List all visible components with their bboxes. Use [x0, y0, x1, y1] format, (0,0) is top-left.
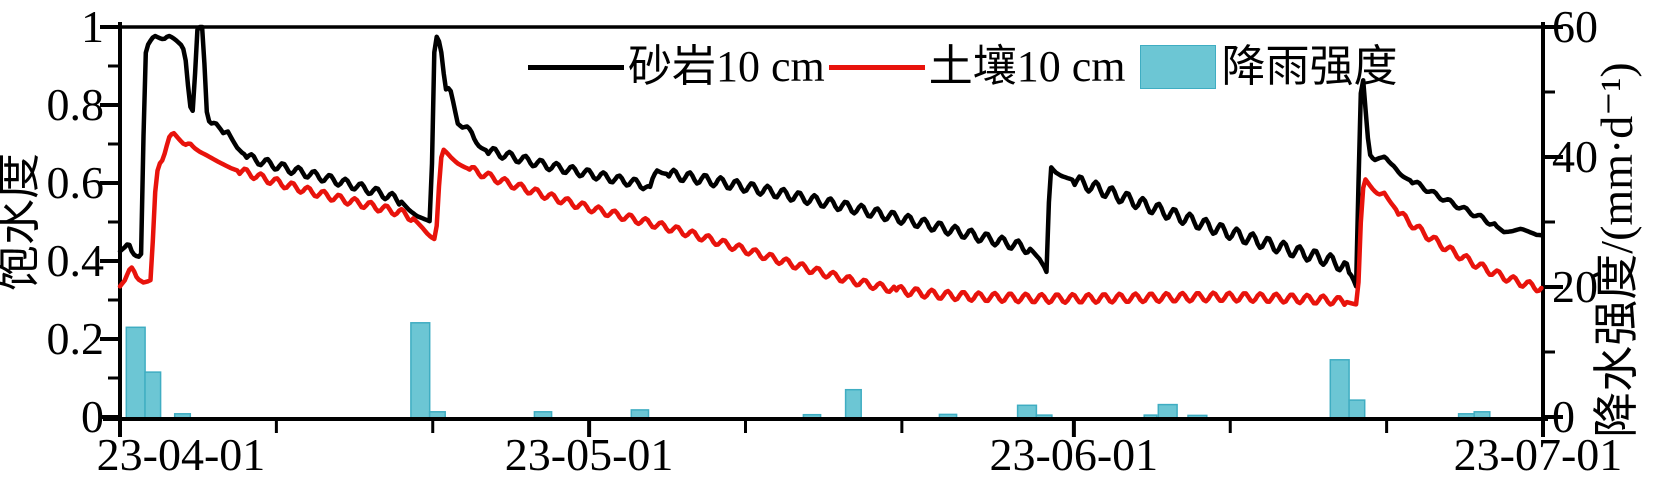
x-tick-label: 23-05-01 [505, 429, 674, 480]
legend-soil-line-swatch [828, 64, 925, 70]
right-tick-label: 60 [1552, 1, 1598, 52]
legend: 砂岩10 cm 土壤10 cm 降雨强度 [524, 44, 1398, 90]
left-tick-label: 0.8 [47, 79, 105, 130]
rainfall-bar [144, 371, 162, 420]
rainfall-bar [1348, 399, 1366, 420]
right-axis-title: 降水强度/(mm·d⁻¹) [1591, 62, 1642, 437]
right-tick-label: 0 [1552, 391, 1575, 442]
legend-rainfall-label: 降雨强度 [1221, 42, 1398, 91]
legend-rainfall-swatch [1139, 45, 1216, 89]
soil-saturation-line [117, 130, 1544, 308]
left-tick-label: 0.6 [47, 157, 105, 208]
rainfall-bar [1157, 403, 1178, 420]
legend-sandstone-line-swatch [528, 64, 624, 70]
legend-sandstone-label: 砂岩10 cm [628, 42, 825, 91]
rainfall-bar [844, 388, 862, 420]
legend-soil-label: 土壤10 cm [928, 42, 1126, 91]
left-axis-title: 饱水度 [0, 153, 44, 291]
left-tick-label: 0.4 [47, 235, 105, 286]
rainfall-bar [1016, 404, 1038, 420]
x-tick-label: 23-04-01 [97, 429, 266, 480]
left-tick-label: 0.2 [47, 313, 105, 364]
sandstone-saturation-line [117, 24, 1544, 289]
left-tick-label: 1 [81, 1, 104, 52]
rainfall-bar [1329, 359, 1350, 420]
x-tick-label: 23-06-01 [990, 429, 1159, 480]
right-tick-label: 40 [1552, 131, 1598, 182]
rainfall-bar [125, 326, 146, 420]
rainfall-bar [410, 322, 431, 420]
right-tick-label: 20 [1552, 261, 1598, 312]
x-tick-label: 23-07-01 [1454, 429, 1623, 480]
left-tick-label: 0 [81, 391, 104, 442]
